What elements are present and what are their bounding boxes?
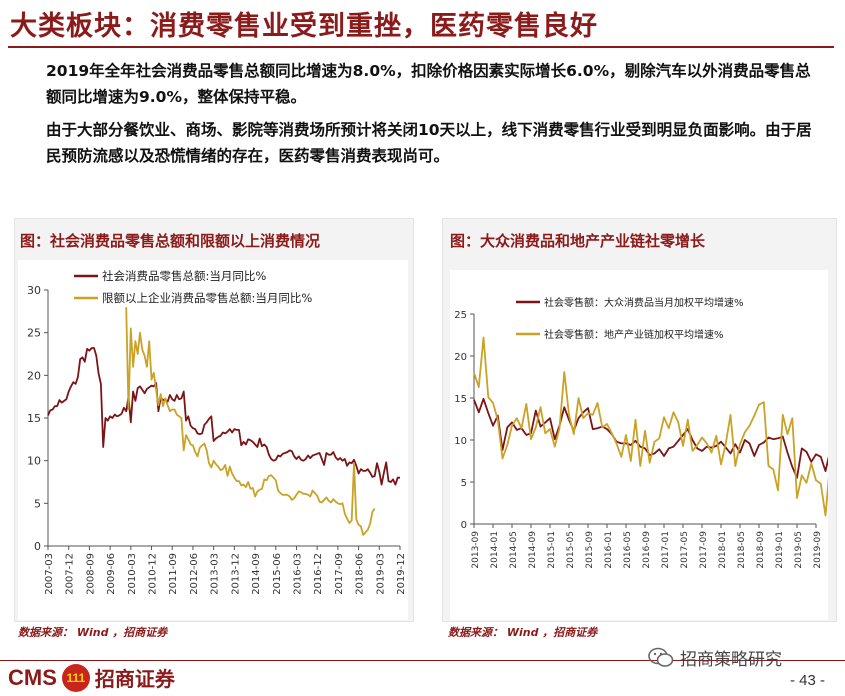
paragraph-retail-growth: 2019年全年社会消费品零售总额同比增速为8.0%，扣除价格因素实际增长6.0%… (46, 62, 811, 106)
x-tick-label: 2010-03 (127, 553, 138, 595)
x-tick-label: 2014-09 (251, 553, 262, 595)
y-tick-label: 5 (461, 478, 467, 489)
x-tick-label: 2016-09 (642, 531, 652, 569)
x-tick-label: 2015-09 (585, 531, 595, 569)
x-tick-label: 2015-01 (547, 531, 557, 569)
y-tick-label: 30 (27, 284, 41, 297)
wechat-account-name: 招商策略研究 (680, 650, 782, 670)
x-tick-label: 2008-09 (85, 553, 96, 595)
y-tick-label: 25 (454, 310, 467, 321)
legend-label-2: 限额以上企业消费品零售总额:当月同比% (102, 291, 312, 305)
x-tick-label: 2015-06 (272, 553, 283, 595)
x-tick-label: 2016-05 (623, 531, 633, 569)
x-tick-label: 2012-06 (189, 553, 200, 595)
y-tick-label: 0 (461, 520, 467, 531)
x-tick-label: 2019-05 (794, 531, 804, 569)
y-tick-label: 5 (34, 497, 41, 510)
logo-company-name: 招商证券 (94, 667, 175, 691)
x-tick-label: 2009-06 (106, 553, 117, 595)
slide-title: 大类板块：消费零售业受到重挫，医药零售良好 (10, 11, 598, 42)
y-tick-label: 15 (27, 412, 41, 425)
legend-label-1: 社会零售额：大众消费品当月加权平均增速% (544, 296, 744, 309)
x-tick-label: 2013-09 (471, 531, 481, 569)
series-line-2 (125, 307, 376, 536)
y-tick-label: 10 (27, 455, 41, 468)
y-tick-label: 15 (454, 394, 467, 405)
left-source-note: 数据来源： Wind ，招商证券 (18, 626, 168, 639)
x-tick-label: 2013-03 (210, 553, 221, 595)
footer-rule (0, 660, 845, 661)
x-tick-label: 2018-09 (756, 531, 766, 569)
x-tick-label: 2019-03 (375, 553, 386, 595)
page-number: - 43 - (790, 672, 826, 689)
x-tick-label: 2016-03 (292, 553, 303, 595)
logo-cms-text: CMS (8, 664, 57, 690)
x-tick-label: 2011-09 (168, 553, 179, 595)
right-source-note: 数据来源： Wind ，招商证券 (448, 626, 598, 639)
x-tick-label: 2019-09 (813, 531, 823, 569)
wechat-watermark: 招商策略研究 (648, 645, 782, 670)
x-tick-label: 2014-01 (490, 531, 500, 569)
logo-mark-icon: 111 (61, 663, 90, 692)
logo-mark-text: 111 (66, 670, 86, 685)
x-tick-label: 2017-01 (661, 531, 671, 569)
x-tick-label: 2014-05 (509, 531, 519, 569)
right-chart-title: 图：大众消费品和地产产业链社零增长 (450, 232, 706, 250)
left-chart-title: 图：社会消费品零售总额和限额以上消费情况 (20, 232, 321, 250)
left-line-chart: 0 5 10 15 20 25 30 2007-03 2007-12 2008-09 2009-06… (18, 260, 408, 620)
x-tick-label: 2016-12 (313, 553, 324, 595)
x-tick-label: 2018-06 (355, 553, 366, 595)
x-tick-label: 2017-05 (680, 531, 690, 569)
wechat-icon (648, 647, 674, 667)
x-tick-label: 2013-12 (230, 553, 241, 595)
x-tick-label: 2019-12 (396, 553, 407, 595)
y-tick-label: 20 (27, 369, 41, 382)
x-tick-label: 2010-12 (148, 553, 159, 595)
y-tick-label: 25 (27, 327, 41, 340)
x-tick-label: 2017-09 (699, 531, 709, 569)
title-underline (8, 46, 834, 48)
x-tick-label: 2007-12 (65, 553, 76, 595)
paragraph-impact: 由于大部分餐饮业、商场、影院等消费场所预计将关闭10天以上，线下消费零售行业受到… (46, 121, 812, 165)
right-line-chart: 0 5 10 15 20 25 2013-09 2014-01 2014-05 2014-09 20… (450, 270, 828, 620)
series-line-1 (473, 397, 828, 479)
company-logo: CMS 111 招商证券 (8, 663, 175, 692)
x-tick-label: 2015-05 (566, 531, 576, 569)
series-line-2 (473, 336, 828, 517)
x-tick-label: 2019-01 (775, 531, 785, 569)
x-tick-label: 2007-03 (44, 553, 55, 595)
legend-label-2: 社会零售额：地产产业链加权平均增速% (544, 328, 724, 341)
legend-label-1: 社会消费品零售总额:当月同比% (102, 269, 266, 283)
y-tick-label: 10 (454, 436, 467, 447)
x-tick-label: 2018-05 (737, 531, 747, 569)
y-tick-label: 0 (34, 540, 41, 553)
series-line-1 (47, 347, 400, 486)
y-tick-label: 20 (454, 352, 467, 363)
x-tick-label: 2016-01 (604, 531, 614, 569)
x-tick-label: 2014-09 (528, 531, 538, 569)
x-tick-label: 2018-01 (718, 531, 728, 569)
x-tick-label: 2017-09 (334, 553, 345, 595)
